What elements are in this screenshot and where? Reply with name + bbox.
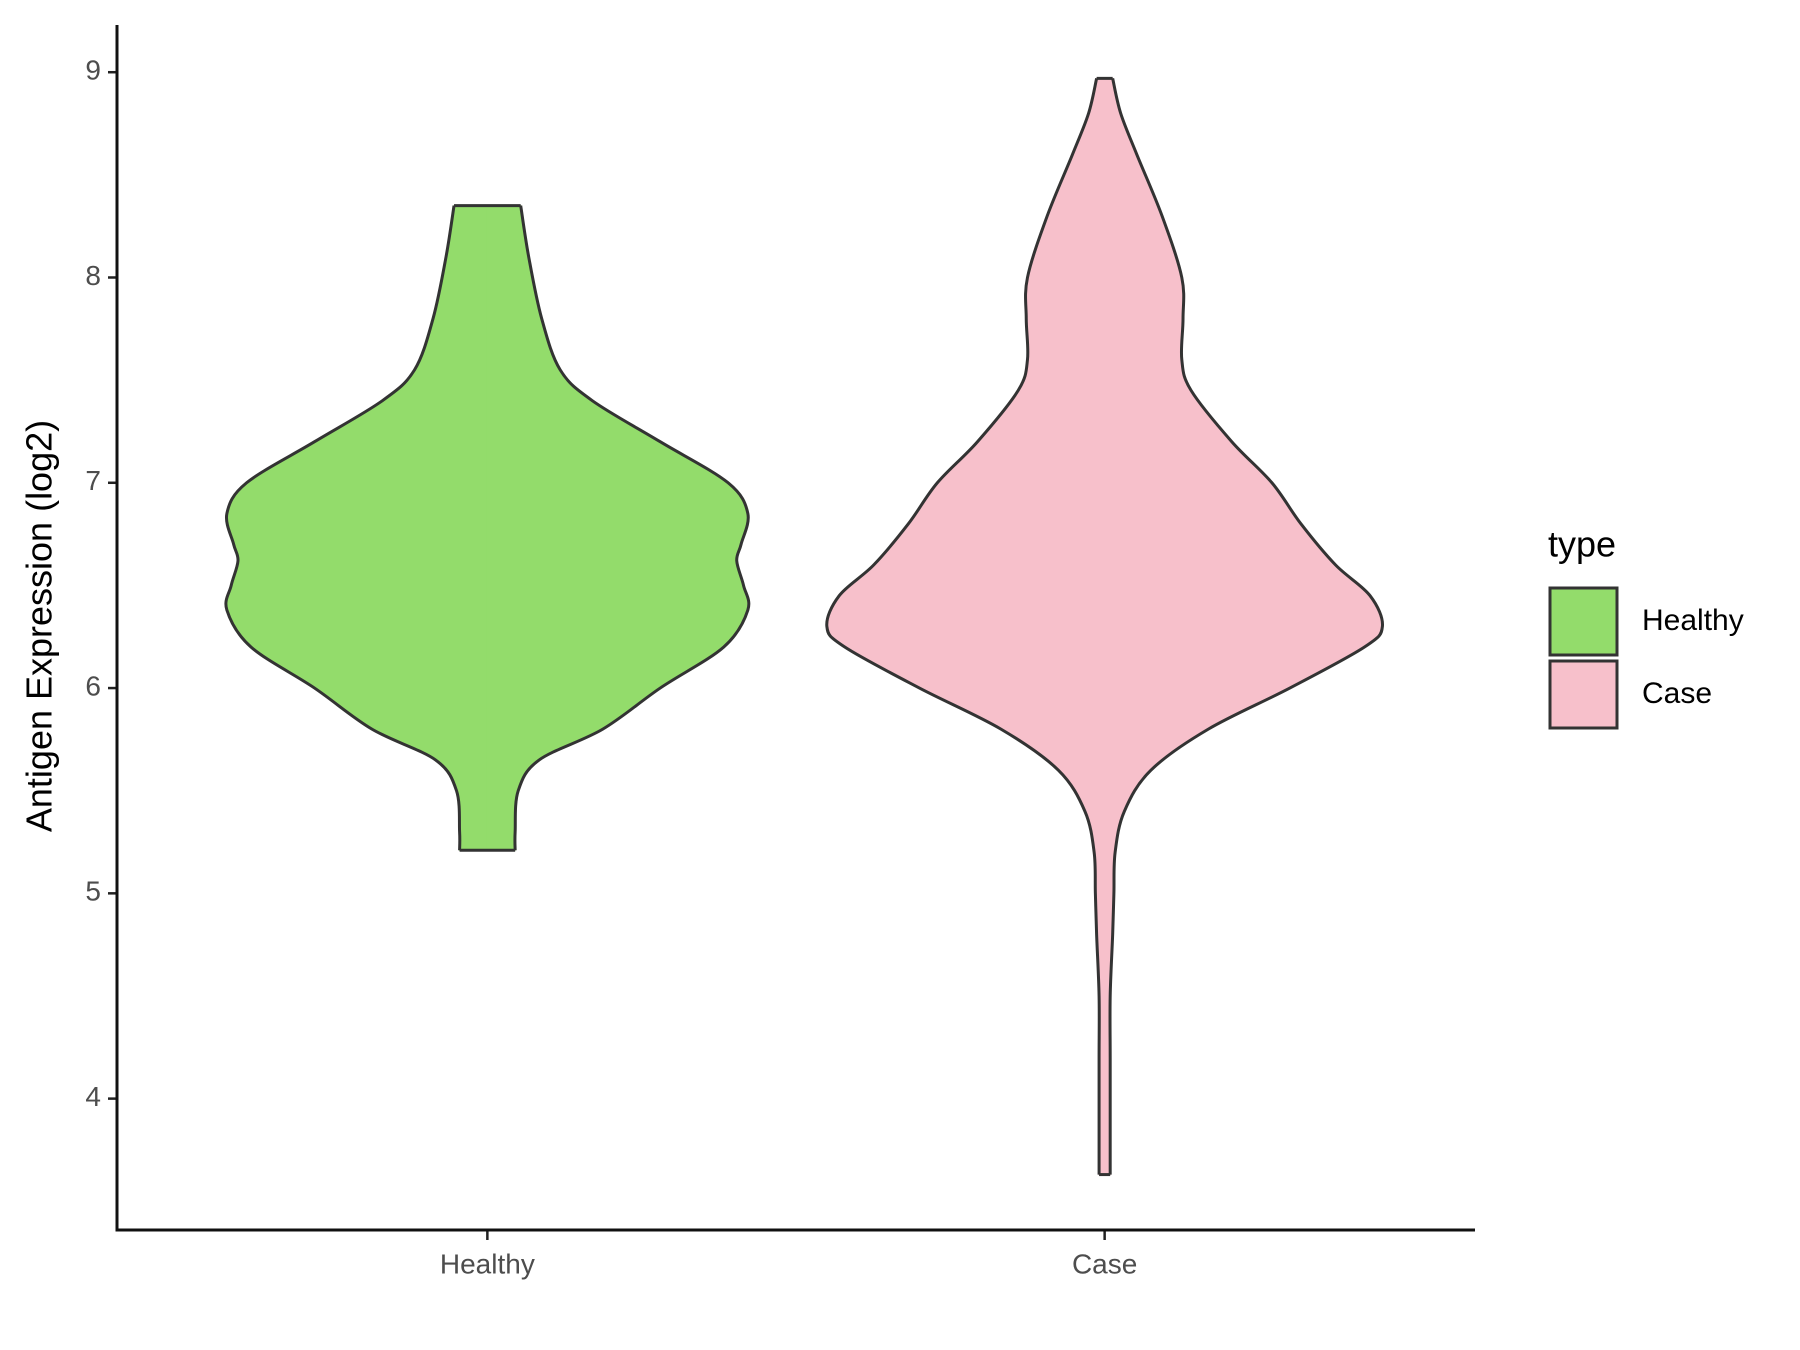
legend-key: [1548, 659, 1619, 730]
legend-title: type: [1548, 524, 1616, 565]
violin-outline: [513, 205, 751, 851]
y-tick-label: 7: [85, 465, 101, 496]
y-tick-label: 8: [85, 260, 101, 291]
violin-outline: [1108, 78, 1384, 1175]
violin-outline: [825, 78, 1101, 1175]
violin-half-fill: [225, 205, 488, 851]
x-tick-label: Healthy: [440, 1248, 535, 1279]
y-tick-label: 9: [85, 55, 101, 86]
y-tick-label: 4: [85, 1081, 101, 1112]
legend-key: [1548, 586, 1619, 657]
violin-half-fill: [1104, 77, 1383, 1176]
violin-outline: [224, 205, 462, 851]
violin-half-fill: [826, 77, 1106, 1176]
legend-label: Case: [1642, 677, 1712, 710]
y-tick-label: 6: [85, 670, 101, 701]
y-tick-label: 5: [85, 876, 101, 907]
y-axis-title: Antigen Expression (log2): [19, 420, 60, 832]
legend-label: Healthy: [1642, 604, 1744, 637]
x-tick-label: Case: [1072, 1248, 1137, 1279]
violin-half-fill: [486, 205, 750, 851]
